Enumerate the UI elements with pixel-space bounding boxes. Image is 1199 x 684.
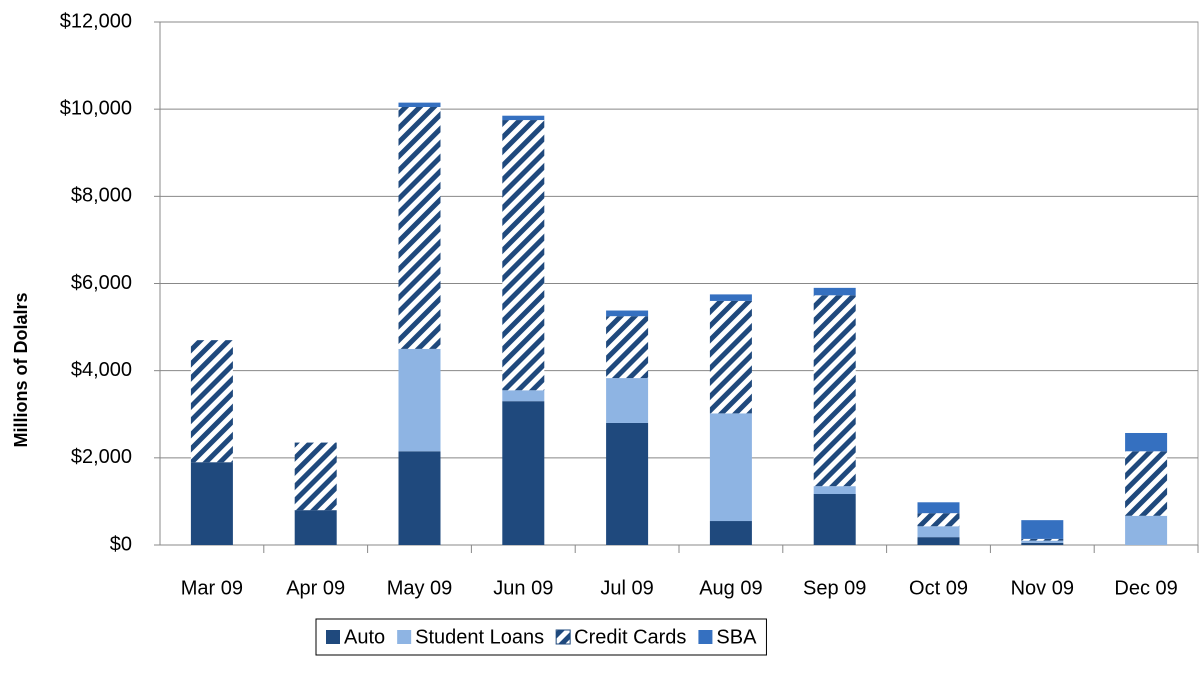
x-tick-label: Jun 09 <box>493 577 553 599</box>
legend-swatch <box>555 629 571 645</box>
y-tick-label: $12,000 <box>60 10 132 32</box>
bar-segment <box>813 494 856 545</box>
y-tick-label: $10,000 <box>60 97 132 119</box>
x-tick-label: Jul 09 <box>600 577 653 599</box>
bar-segment <box>1021 542 1064 545</box>
bar-segment <box>813 287 856 296</box>
legend-swatch <box>397 630 412 644</box>
bar-segment <box>1021 520 1064 539</box>
bar-segment <box>502 115 545 121</box>
x-tick-label: Dec 09 <box>1114 577 1177 599</box>
bar-segment <box>813 295 856 487</box>
bar-segment <box>709 521 752 545</box>
bar-segment <box>398 102 441 107</box>
legend-label: SBA <box>716 626 757 648</box>
bar-segment <box>1021 538 1064 541</box>
bar-segment <box>502 120 545 391</box>
bar-segment <box>294 510 337 545</box>
bar-segment <box>398 106 441 349</box>
bar-segment <box>398 451 441 545</box>
bar-segment <box>1125 515 1168 545</box>
bar-segment <box>606 310 649 317</box>
y-tick-label: $2,000 <box>71 446 132 468</box>
bar-segment <box>709 300 752 414</box>
x-tick-label: Apr 09 <box>286 577 345 599</box>
bar-segment <box>398 348 441 452</box>
y-axis-title: Millions of Dolalrs <box>11 292 31 447</box>
x-tick-label: Sep 09 <box>803 577 866 599</box>
bar-segment <box>917 502 960 514</box>
x-tick-label: Nov 09 <box>1011 577 1074 599</box>
x-tick-label: Aug 09 <box>699 577 762 599</box>
bar-segment <box>606 316 649 379</box>
x-tick-label: Oct 09 <box>909 577 968 599</box>
bar-segment <box>917 513 960 527</box>
bar-segment <box>606 422 649 545</box>
bar-segment <box>709 413 752 522</box>
legend-swatch <box>326 630 340 644</box>
y-tick-label: $0 <box>110 533 132 555</box>
y-tick-label: $8,000 <box>71 185 132 207</box>
bar-segment <box>1125 451 1168 516</box>
bar-segment <box>917 526 960 538</box>
bar-segment <box>190 340 233 463</box>
bar-segment <box>917 537 960 545</box>
legend-swatch <box>698 630 713 644</box>
y-tick-label: $4,000 <box>71 359 132 381</box>
legend-label: Student Loans <box>415 626 544 648</box>
bar-segment <box>1021 540 1064 543</box>
bar-segment <box>294 442 337 511</box>
bar-segment <box>813 486 856 495</box>
bar-segment <box>606 378 649 423</box>
bar-segment <box>1125 432 1168 452</box>
y-tick-label: $6,000 <box>71 272 132 294</box>
bar-segment <box>190 462 233 545</box>
bar-segment <box>502 390 545 402</box>
bar-segment <box>502 401 545 545</box>
x-tick-label: Mar 09 <box>181 577 243 599</box>
legend-label: Credit Cards <box>574 626 686 648</box>
bar-segment <box>709 294 752 301</box>
x-tick-label: May 09 <box>387 577 453 599</box>
legend-label: Auto <box>344 626 385 648</box>
legend-box <box>315 618 767 656</box>
